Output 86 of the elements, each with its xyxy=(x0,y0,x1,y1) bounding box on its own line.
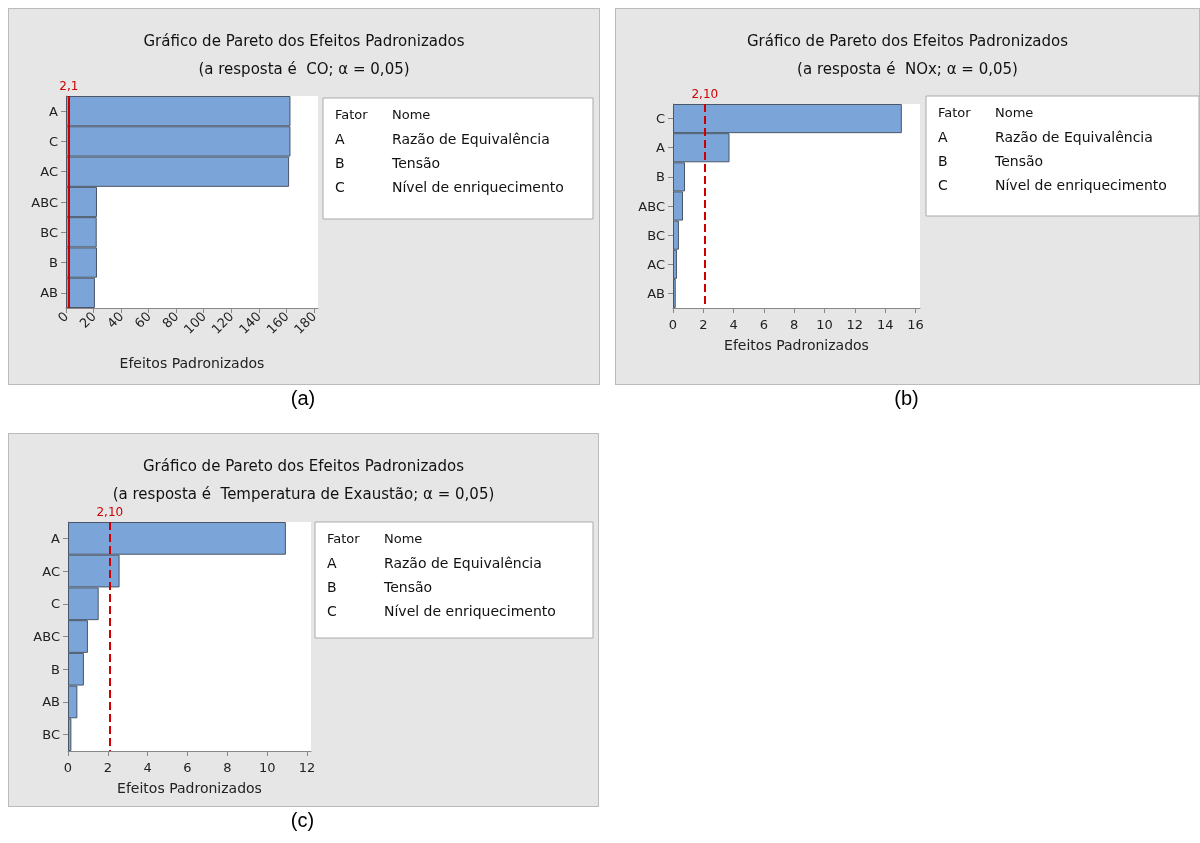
x-tick-label: 20 xyxy=(76,308,99,331)
y-tick-label: ABC xyxy=(33,629,60,644)
text: A xyxy=(335,131,345,147)
y-tick-label: BC xyxy=(40,224,58,240)
text: B xyxy=(327,579,337,595)
x-tick-label: 4 xyxy=(729,317,738,332)
chart-title: Gráfico de Pareto dos Efeitos Padronizados xyxy=(142,456,465,475)
y-tick-label: AC xyxy=(40,164,58,180)
ref-line-label: 2,10 xyxy=(96,505,124,519)
y-tick-label: AB xyxy=(40,285,58,301)
x-tick-label: 140 xyxy=(235,308,265,337)
x-tick-label: 10 xyxy=(258,760,276,775)
text: Fator xyxy=(938,105,972,120)
y-tick-label: A xyxy=(656,140,666,156)
text: C xyxy=(327,603,337,619)
x-tick-label: 4 xyxy=(143,760,152,775)
x-tick-label: 16 xyxy=(907,317,924,332)
x-tick-label: 0 xyxy=(63,760,73,775)
y-tick-label: A xyxy=(51,530,61,546)
x-tick-label: 0 xyxy=(668,317,678,332)
y-tick-label: ABC xyxy=(31,194,58,210)
text: Nível de enriquecimento xyxy=(995,177,1167,193)
text: Razão de Equivalência xyxy=(392,131,550,147)
y-tick-label: C xyxy=(48,133,58,149)
text: Nome xyxy=(995,105,1034,120)
x-tick-label: 80 xyxy=(159,308,182,331)
text: Nome xyxy=(384,531,423,546)
x-tick-label: 12 xyxy=(846,317,864,332)
text: Nível de enriquecimento xyxy=(392,179,564,195)
text: A xyxy=(327,555,337,571)
ref-line-label: 2,10 xyxy=(691,87,719,101)
text: Tensão xyxy=(383,579,433,595)
chart-title: Gráfico de Pareto dos Efeitos Padronizados xyxy=(746,31,1069,50)
x-tick-label: 2 xyxy=(699,317,708,332)
y-tick-label: B xyxy=(51,661,60,677)
y-tick-label: BC xyxy=(647,227,665,243)
x-tick-label: 40 xyxy=(104,308,127,331)
y-tick-label: A xyxy=(49,103,59,119)
text: B xyxy=(938,153,948,169)
x-tick-label: 6 xyxy=(183,760,192,775)
x-tick-label: 8 xyxy=(223,760,232,775)
y-tick-label: B xyxy=(49,255,58,271)
x-tick-label: 100 xyxy=(180,308,210,337)
text: Fator xyxy=(335,107,369,122)
chart-subtitle: (a resposta é NOx; α = 0,05) xyxy=(797,59,1018,78)
y-tick-label: AB xyxy=(647,285,665,301)
y-tick-label: AC xyxy=(42,563,60,579)
x-tick-label: 12 xyxy=(298,760,316,775)
x-tick-label: 160 xyxy=(263,308,292,337)
x-tick-label: 6 xyxy=(759,317,769,332)
text: Razão de Equivalência xyxy=(995,129,1153,145)
x-tick-label: 2 xyxy=(103,760,112,775)
x-tick-label: 60 xyxy=(131,308,154,331)
text: Tensão xyxy=(391,155,441,171)
chart-subtitle: (a resposta é Temperatura de Exaustão; α = 0,05) xyxy=(112,484,495,503)
text: B xyxy=(335,155,345,171)
x-tick-label: 120 xyxy=(208,308,237,337)
y-tick-label: AC xyxy=(647,256,665,272)
text: Tensão xyxy=(994,153,1044,169)
text: (a) xyxy=(289,386,317,410)
x-tick-label: 14 xyxy=(876,317,894,332)
text: (c) xyxy=(289,808,316,832)
text: C xyxy=(938,177,948,193)
y-tick-label: B xyxy=(656,169,665,185)
x-axis-title: Efeitos Padronizados xyxy=(119,355,265,371)
x-tick-label: 180 xyxy=(291,308,320,337)
text: C xyxy=(335,179,345,195)
text: Razão de Equivalência xyxy=(384,555,542,571)
ref-line-label: 2,1 xyxy=(59,79,79,93)
text: A xyxy=(938,129,948,145)
x-tick-label: 0 xyxy=(54,308,72,326)
y-tick-label: ABC xyxy=(638,198,665,214)
x-axis-title: Efeitos Padronizados xyxy=(117,780,262,796)
y-tick-label: BC xyxy=(42,727,60,743)
text: (b) xyxy=(893,386,920,410)
text: Nome xyxy=(392,107,431,122)
text: Nível de enriquecimento xyxy=(384,603,556,619)
chart-subtitle: (a resposta é CO; α = 0,05) xyxy=(198,59,410,78)
y-tick-label: C xyxy=(655,111,665,127)
x-tick-label: 10 xyxy=(816,317,833,332)
y-tick-label: AB xyxy=(42,694,60,710)
x-tick-label: 8 xyxy=(790,317,799,332)
chart-title: Gráfico de Pareto dos Efeitos Padronizados xyxy=(143,31,465,50)
y-tick-label: C xyxy=(50,596,60,612)
x-axis-title: Efeitos Padronizados xyxy=(724,337,869,353)
text: Fator xyxy=(327,531,361,546)
